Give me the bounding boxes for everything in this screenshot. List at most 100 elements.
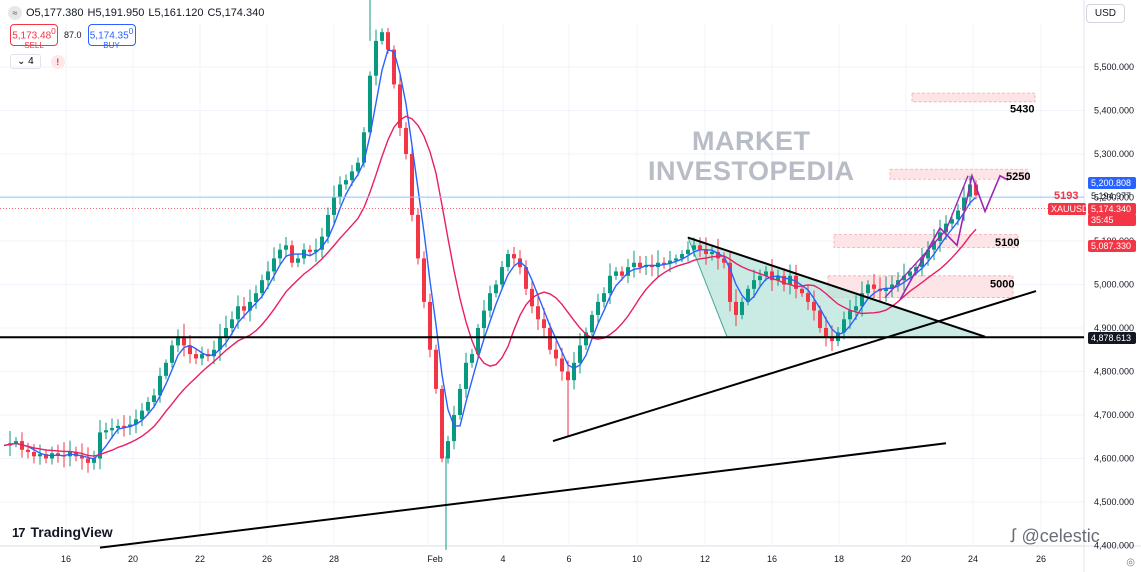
candle-body xyxy=(428,301,432,350)
gold-symbol-icon[interactable]: ≈ xyxy=(8,6,22,20)
candle-body xyxy=(866,284,870,294)
candle-body xyxy=(374,40,378,76)
price-tag-bg xyxy=(1088,214,1136,226)
candle-body xyxy=(746,288,750,302)
supply-demand-zone[interactable] xyxy=(911,92,1036,103)
candle-body xyxy=(332,197,336,215)
candle-body xyxy=(326,214,330,237)
descending-trendline[interactable] xyxy=(687,236,986,338)
wedge-zigzag[interactable] xyxy=(899,172,1009,301)
candle-body xyxy=(734,301,738,315)
candle-body xyxy=(632,262,636,268)
candle-body xyxy=(884,288,888,292)
candle-body xyxy=(956,210,960,220)
price-tag-label: 5,087.330 xyxy=(1091,241,1131,251)
candle-body xyxy=(848,310,852,320)
candle-body xyxy=(500,267,504,285)
tradingview-name: TradingView xyxy=(30,524,113,540)
candle-body xyxy=(638,262,642,268)
rising-trendline[interactable] xyxy=(552,290,1037,443)
y-tick-label: 5,300.000 xyxy=(1094,149,1134,159)
candle-body xyxy=(212,349,216,357)
candle-body xyxy=(554,349,558,359)
candle-body xyxy=(776,275,780,281)
candle-body xyxy=(380,32,384,41)
price-tag-bg xyxy=(1048,203,1086,215)
candle-body xyxy=(596,301,600,315)
candle-body xyxy=(872,284,876,289)
y-tick-label: 5,400.000 xyxy=(1094,106,1134,116)
wedge-line[interactable] xyxy=(884,175,969,299)
open-value: O5,177.380 xyxy=(26,7,84,19)
candle-body xyxy=(80,456,84,459)
y-tick-label: 4,900.000 xyxy=(1094,323,1134,333)
x-tick-label: 6 xyxy=(566,554,571,564)
candle-body xyxy=(452,415,456,442)
candle-body xyxy=(890,284,894,289)
candle-body xyxy=(692,245,696,250)
sell-button[interactable]: 5,173.480 SELL xyxy=(10,24,58,50)
candle-body xyxy=(464,362,468,389)
candle-body xyxy=(314,249,318,252)
indicators-toggle[interactable]: ⌄ 4 xyxy=(10,54,41,69)
candle-body xyxy=(578,345,582,363)
price-tag-bg xyxy=(1088,240,1136,252)
candle-body xyxy=(770,271,774,281)
price-tag-label: 4,878.613 xyxy=(1091,333,1131,343)
x-tick-label: 28 xyxy=(329,554,339,564)
buy-button[interactable]: 5,174.350 BUY xyxy=(87,24,136,50)
candle-body xyxy=(278,249,282,259)
x-tick-label: 26 xyxy=(1036,554,1046,564)
candle-body xyxy=(470,354,474,363)
price-tag-label: 5,194.977 xyxy=(1091,191,1131,201)
trade-panel: 5,173.480 SELL 87.0 5,174.350 BUY xyxy=(10,24,136,50)
x-tick-label: 12 xyxy=(700,554,710,564)
level-label: 5430 xyxy=(1010,104,1034,116)
candle-body xyxy=(782,275,786,285)
buy-label: BUY xyxy=(103,41,120,51)
slow-moving-average[interactable] xyxy=(3,115,977,457)
chart-settings-icon[interactable]: ◎ xyxy=(1126,557,1135,568)
candle-body xyxy=(476,328,480,355)
candle-body xyxy=(146,401,150,411)
candle-body xyxy=(614,271,618,276)
candle-body xyxy=(662,262,666,265)
candle-body xyxy=(44,454,48,459)
currency-select[interactable]: USD xyxy=(1085,4,1125,23)
candle-body xyxy=(806,293,810,302)
candle-body xyxy=(944,223,948,233)
x-tick-label: 26 xyxy=(262,554,272,564)
candle-body xyxy=(98,432,102,459)
tradingview-logo[interactable]: 17 TradingView xyxy=(12,524,113,540)
supply-demand-zone[interactable] xyxy=(833,234,1019,248)
candle-body xyxy=(932,241,936,250)
candle-body xyxy=(122,425,126,428)
x-tick-label: 4 xyxy=(500,554,505,564)
alert-icon[interactable]: ! xyxy=(50,54,65,69)
candle-body xyxy=(854,306,858,311)
candle-body xyxy=(170,345,174,363)
candle-body xyxy=(224,328,228,337)
y-tick-label: 4,800.000 xyxy=(1094,367,1134,377)
x-tick-label: 16 xyxy=(61,554,71,564)
candle-body xyxy=(506,254,510,268)
buy-price: 5,174.35 xyxy=(89,30,129,42)
candle-body xyxy=(572,362,576,381)
candle-body xyxy=(446,441,450,459)
indicator-count: 4 xyxy=(28,56,34,67)
candle-body xyxy=(788,275,792,285)
fast-moving-average[interactable] xyxy=(3,48,977,460)
candle-body xyxy=(518,258,522,268)
supply-demand-zone[interactable] xyxy=(889,168,1029,180)
long-support-trendline[interactable] xyxy=(99,442,947,549)
candle-body xyxy=(482,310,486,328)
ohlc-legend: ≈ O5,177.380 H5,191.950 L5,161.120 C5,17… xyxy=(8,6,264,20)
candle-body xyxy=(434,349,438,389)
sell-price-sup: 0 xyxy=(51,26,56,36)
price-tag-label: 5,200.808 xyxy=(1091,178,1131,188)
candle-body xyxy=(584,332,588,346)
candle-body xyxy=(974,184,978,196)
candle-body xyxy=(176,336,180,346)
watermark: MARKET INVESTOPEDIA xyxy=(648,126,855,186)
